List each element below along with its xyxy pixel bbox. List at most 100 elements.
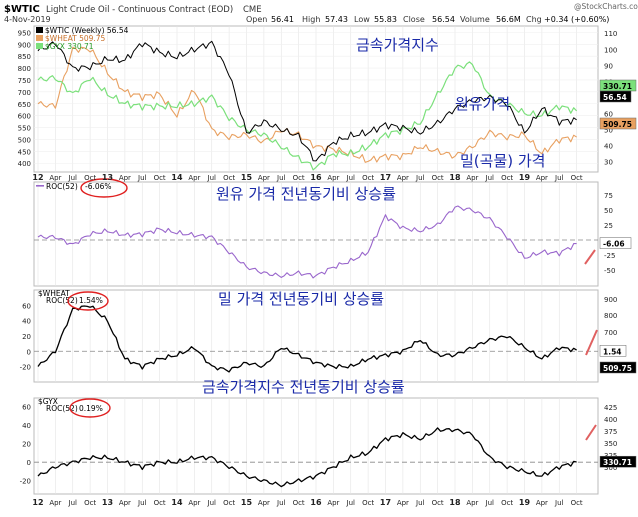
left-tick-label: 500 (18, 136, 31, 144)
x-tick-label: Apr (119, 499, 131, 507)
gyx-legend: $GYX 330.71 (45, 42, 94, 51)
series-line (37, 205, 577, 279)
value-tag-text: -6.06 (603, 240, 625, 249)
left-tick-label: 550 (18, 125, 31, 133)
value-tag-text: 330.71 (603, 82, 632, 91)
x-tick-label: Apr (397, 174, 409, 182)
x-tick-label: Oct (223, 499, 235, 507)
right-tick-label: 50 (604, 126, 613, 134)
right-tick-label: 40 (604, 143, 613, 151)
annotation-wheat-price: 밀(곡물) 가격 (460, 152, 545, 170)
x-tick-label: Apr (258, 499, 270, 507)
wheat-roc-legend: $WHEAT ROC(52) 1.54% (38, 289, 109, 311)
close-value: 56.54 (432, 15, 455, 24)
x-tick-label: Oct (293, 174, 305, 182)
right-tick-label: 90 (604, 62, 613, 70)
trend-arrow (584, 249, 596, 265)
x-tick-label: Oct (571, 499, 583, 507)
metals-symbol: $GYX (38, 397, 58, 406)
series-line (37, 40, 577, 162)
high-label: High (302, 15, 320, 24)
left-tick-label: 20 (22, 333, 31, 341)
metals-roc-value: 0.19% (79, 404, 103, 413)
right-tick-label: -25 (604, 252, 615, 260)
open-value: 56.41 (271, 15, 294, 24)
x-tick-label: Apr (536, 174, 548, 182)
left-tick-label: 950 (18, 29, 31, 37)
x-tick-label: 13 (102, 173, 113, 182)
left-tick-label: 850 (18, 53, 31, 61)
x-tick-label: Jul (276, 499, 286, 507)
left-tick-label: 700 (18, 89, 31, 97)
metals-roc-legend: $GYX ROC(52) 0.19% (38, 397, 111, 418)
wheat-symbol: $WHEAT (38, 289, 70, 298)
series (37, 40, 578, 488)
trend-arrow (585, 424, 597, 441)
series-line (37, 46, 577, 163)
left-tick-label: 750 (18, 77, 31, 85)
right-tick-label: 110 (604, 30, 617, 38)
x-tick-label: 17 (380, 498, 391, 507)
x-tick-label: Oct (84, 499, 96, 507)
x-tick-label: 13 (102, 498, 113, 507)
series-line (37, 305, 577, 373)
x-tick-label: 19 (519, 498, 531, 507)
x-tick-label: Jul (485, 174, 495, 182)
wtic-swatch (36, 27, 43, 33)
value-tag-text: 330.71 (603, 458, 632, 467)
crude-roc-swatch (36, 185, 44, 187)
x-tick-label: Oct (501, 499, 513, 507)
x-tick-label: Jul (68, 174, 78, 182)
symbol: $WTIC (4, 4, 40, 15)
series-line (37, 427, 577, 488)
chg-value: +0.34 (+0.60%) (544, 15, 609, 24)
right-tick-label: 350 (604, 440, 617, 448)
x-tick-label: Apr (466, 499, 478, 507)
brand-watermark: @StockCharts.com (574, 2, 638, 11)
x-tick-label: 14 (171, 173, 183, 182)
x-tick-label: 16 (310, 498, 322, 507)
right-tick-label: 425 (604, 404, 617, 412)
left-tick-label: -20 (20, 478, 31, 486)
x-tick-label: Oct (84, 174, 96, 182)
left-tick-label: 450 (18, 148, 31, 156)
left-tick-label: 0 (27, 348, 31, 356)
crude-roc-highlight (80, 178, 128, 198)
x-tick-label: Oct (571, 174, 583, 182)
x-tick-label: 12 (32, 173, 43, 182)
description: Light Crude Oil - Continuous Contract (E… (46, 5, 233, 15)
x-tick-label: Apr (258, 174, 270, 182)
x-tick-label: Oct (362, 499, 374, 507)
x-tick-label: Oct (432, 499, 444, 507)
x-tick-label: Oct (154, 174, 166, 182)
value-tag-text: 509.75 (603, 120, 632, 129)
left-tick-label: 60 (22, 404, 31, 412)
x-tick-label: Oct (154, 499, 166, 507)
x-tick-label: 14 (171, 498, 183, 507)
x-tick-label: 16 (310, 173, 322, 182)
low-label: Low (354, 15, 370, 24)
x-tick-label: Jul (137, 499, 147, 507)
x-tick-label: 12 (32, 498, 43, 507)
wheat-roc-highlight (67, 291, 109, 311)
right-tick-label: 800 (604, 312, 617, 320)
wheat-legend: $WHEAT 509.75 (45, 34, 106, 43)
x-tick-label: 15 (241, 498, 253, 507)
crude-roc-value: -6.06% (85, 182, 112, 191)
wtic-legend: $WTIC (Weekly) 56.54 (45, 26, 129, 35)
metals-roc-highlight (69, 398, 111, 418)
annotations: 금속가격지수 원유가격 밀(곡물) 가격 원유 가격 전년동기비 상승률 밀 가… (202, 36, 545, 396)
right-tick-label: 100 (604, 46, 617, 54)
left-tick-label: 60 (22, 302, 31, 310)
x-tick-label: Jul (554, 499, 564, 507)
crude-roc-label: ROC(52) (46, 182, 78, 191)
value-tag-text: 56.54 (603, 93, 627, 102)
right-tick-label: 30 (604, 159, 613, 167)
x-axis-labels-mid: 12 Apr Jul Oct 13 Apr Jul Oct 14 Apr Jul Oct 15 Apr Ju… (32, 173, 582, 182)
chg-label: Chg (526, 15, 542, 24)
volume-value: 56.6M (496, 15, 521, 24)
left-tick-label: -20 (20, 364, 31, 372)
left-tick-label: 900 (18, 41, 31, 49)
value-tags: 330.71 56.54 509.75 -6.06 1.54 509.75 330.71 (584, 79, 637, 468)
right-tick-label: 700 (604, 329, 617, 337)
